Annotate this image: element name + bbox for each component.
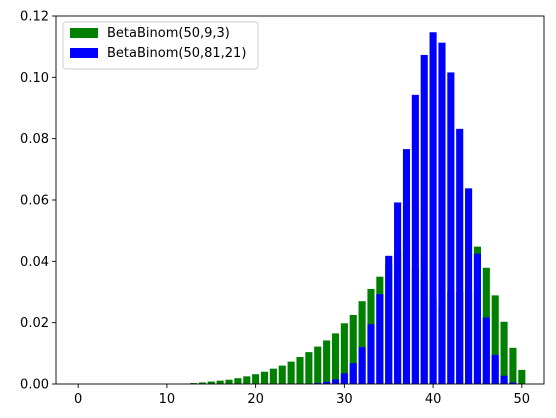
bar-series0-x29 (331, 333, 340, 384)
bar-series1-x43 (456, 128, 464, 384)
bar-series1-x47 (491, 354, 499, 384)
bar-series0-x25 (296, 357, 304, 384)
y-tick-label: 0.12 (20, 10, 49, 25)
bar-series0-x13 (189, 383, 198, 384)
bar-series1-x27 (314, 383, 322, 384)
bar-series1-x49 (509, 382, 517, 384)
x-tick-label: 0 (74, 392, 82, 407)
legend: BetaBinom(50,9,3) BetaBinom(50,81,21) (62, 21, 259, 70)
bar-series1-x46 (482, 317, 490, 384)
legend-label-1: BetaBinom(50,81,21) (107, 46, 246, 61)
bar-series0-x22 (269, 368, 277, 384)
x-tick-label: 10 (159, 392, 176, 407)
bar-series0-x15 (207, 381, 215, 384)
bar-series0-x32 (358, 301, 366, 384)
x-tick-label: 40 (425, 392, 442, 407)
bar-series0-x18 (234, 378, 242, 384)
bar-series1-x40 (429, 32, 437, 385)
bar-series0-x47 (491, 295, 499, 384)
bar-series1-x35 (385, 255, 393, 384)
bar-series0-x17 (225, 379, 233, 384)
bar-series1-x45 (473, 253, 482, 384)
y-tick-label: 0.00 (20, 378, 49, 393)
bar-series1-x48 (500, 375, 508, 384)
bar-series1-x28 (323, 381, 331, 384)
bar-series1-x29 (331, 379, 340, 384)
ticks-layer: 0 10 20 30 40 50 0.00 0.02 0.04 0.06 0.08 0.10 0.12 (20, 10, 530, 408)
bar-series1-x37 (402, 149, 411, 384)
x-tick-label: 20 (247, 392, 264, 407)
bar-series0-x31 (349, 315, 357, 384)
bar-series1-x32 (358, 347, 366, 384)
bar-series0-x16 (216, 380, 224, 384)
bar-series1-x34 (376, 294, 384, 384)
bar-series0-x28 (323, 340, 331, 384)
y-tick-label: 0.02 (20, 316, 49, 331)
bars-layer (181, 32, 526, 385)
legend-swatch-1 (70, 48, 98, 58)
bar-series0-x24 (287, 361, 295, 384)
bar-series0-x49 (509, 347, 517, 384)
bar-series1-x41 (438, 42, 446, 385)
x-tick-label: 30 (336, 392, 353, 407)
y-tick-label: 0.04 (20, 255, 49, 270)
y-tick-label: 0.08 (20, 132, 49, 147)
bar-series1-x42 (447, 72, 455, 384)
plot-frame (55, 15, 545, 385)
x-tick-label: 50 (514, 392, 531, 407)
bar-series0-x19 (243, 376, 251, 384)
bar-series1-x44 (465, 188, 473, 384)
bar-series0-x30 (340, 323, 348, 384)
legend-label-0: BetaBinom(50,9,3) (107, 26, 230, 41)
bar-series1-x39 (420, 54, 428, 385)
bar-series1-x31 (349, 363, 357, 384)
legend-box (62, 21, 259, 70)
bar-series1-x36 (394, 202, 402, 384)
y-tick-label: 0.06 (20, 194, 49, 209)
bar-series0-x23 (278, 365, 286, 384)
bar-series0-x27 (314, 346, 322, 384)
bar-series0-x26 (305, 352, 313, 384)
bar-series0-x48 (500, 321, 508, 384)
bar-series0-x21 (260, 371, 269, 384)
legend-swatch-0 (70, 28, 98, 38)
bar-series1-x38 (411, 94, 419, 385)
bar-series1-x33 (367, 324, 375, 384)
y-tick-label: 0.10 (20, 71, 49, 86)
bar-series0-x20 (252, 374, 260, 384)
bar-series0-x14 (198, 382, 206, 384)
bar-series1-x30 (340, 373, 348, 384)
bar-series0-x50 (518, 369, 526, 384)
